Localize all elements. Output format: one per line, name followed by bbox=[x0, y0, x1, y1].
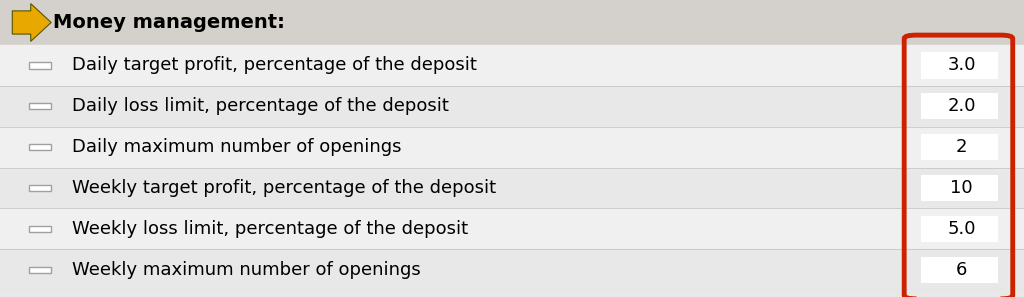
Text: Daily maximum number of openings: Daily maximum number of openings bbox=[72, 138, 401, 156]
Text: Daily loss limit, percentage of the deposit: Daily loss limit, percentage of the depo… bbox=[72, 97, 449, 115]
Polygon shape bbox=[12, 4, 51, 41]
FancyBboxPatch shape bbox=[921, 52, 998, 79]
Text: 3.0: 3.0 bbox=[947, 56, 976, 75]
Text: 10: 10 bbox=[950, 179, 973, 197]
FancyBboxPatch shape bbox=[921, 93, 998, 119]
Text: Money management:: Money management: bbox=[53, 13, 285, 32]
FancyBboxPatch shape bbox=[29, 62, 51, 69]
Text: Weekly loss limit, percentage of the deposit: Weekly loss limit, percentage of the dep… bbox=[72, 220, 468, 238]
Bar bbox=[0, 45, 1024, 86]
FancyBboxPatch shape bbox=[29, 185, 51, 191]
Text: Weekly target profit, percentage of the deposit: Weekly target profit, percentage of the … bbox=[72, 179, 496, 197]
Text: Daily target profit, percentage of the deposit: Daily target profit, percentage of the d… bbox=[72, 56, 476, 75]
FancyBboxPatch shape bbox=[29, 226, 51, 232]
Bar bbox=[0, 249, 1024, 290]
Text: 2.0: 2.0 bbox=[947, 97, 976, 115]
FancyBboxPatch shape bbox=[921, 175, 998, 201]
Text: 5.0: 5.0 bbox=[947, 220, 976, 238]
Bar bbox=[0, 208, 1024, 249]
FancyBboxPatch shape bbox=[29, 103, 51, 110]
FancyBboxPatch shape bbox=[921, 134, 998, 160]
Text: 2: 2 bbox=[955, 138, 968, 156]
FancyBboxPatch shape bbox=[921, 257, 998, 283]
Text: Weekly maximum number of openings: Weekly maximum number of openings bbox=[72, 261, 421, 279]
Bar bbox=[0, 168, 1024, 208]
Bar bbox=[0, 86, 1024, 127]
FancyBboxPatch shape bbox=[29, 266, 51, 273]
Bar bbox=[0, 127, 1024, 168]
FancyBboxPatch shape bbox=[921, 216, 998, 242]
FancyBboxPatch shape bbox=[29, 144, 51, 150]
Text: 6: 6 bbox=[955, 261, 968, 279]
Bar bbox=[0, 0, 1024, 45]
